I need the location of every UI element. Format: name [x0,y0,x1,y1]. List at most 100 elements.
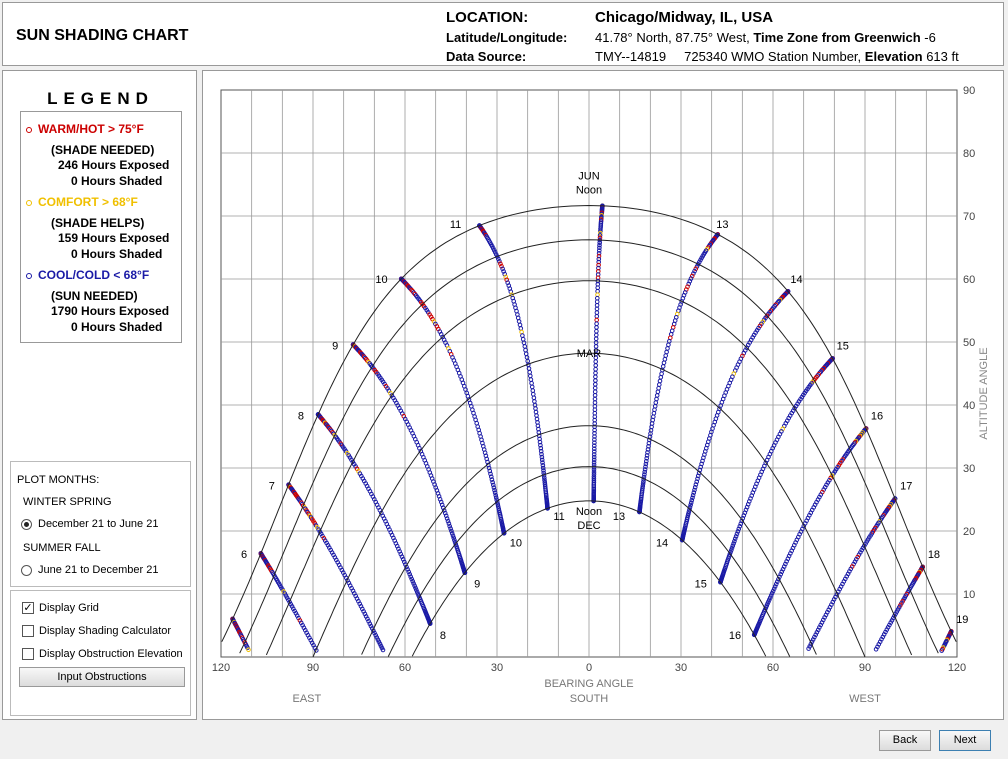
sidebar-panel: LEGEND WARM/HOT > 75°F (SHADE NEEDED) 24… [2,70,197,720]
sun-hour-point [679,537,685,543]
jun-label: JUN [578,171,599,183]
x-tick-label: 120 [948,662,966,674]
input-obstructions-button[interactable]: Input Obstructions [19,667,185,687]
legend-comfort-shaded: 0 Hours Shaded [71,247,163,261]
sun-hour-point [545,506,550,511]
sun-hour-point [450,533,456,539]
sun-hour-point [812,634,817,640]
x-tick-label: 0 [586,662,592,674]
legend-comfort-note: (SHADE HELPS) [51,216,145,230]
y-axis-label: ALTITUDE ANGLE [978,347,990,439]
sun-hour-point [496,256,501,262]
sun-hour-point [445,518,451,524]
sun-hour-point [495,499,500,505]
sun-hour-point [591,467,597,473]
obstruction-checkbox[interactable] [22,648,34,660]
shading-calc-checkbox[interactable] [22,625,34,637]
y-tick-label: 70 [963,211,975,223]
sun-hour-point [718,579,723,585]
sun-hour-point [489,477,495,482]
sun-hour-point [405,567,410,572]
legend-cool-exposed: 1790 Hours Exposed [51,304,170,318]
sun-hour-point [452,537,457,543]
page-title: SUN SHADING CHART [16,27,189,44]
day-curve [265,280,913,656]
x-tick-label: 30 [675,662,687,674]
shading-calc-label[interactable]: Display Shading Calculator [39,625,172,637]
sun-hour-point [592,437,597,442]
sun-hour-point [542,479,548,485]
sun-hour-point [538,445,544,451]
sun-hour-point [779,569,785,575]
back-button[interactable]: Back [879,730,931,751]
sun-hour-point [380,647,386,653]
sun-hour-point [491,485,497,490]
source-label: Data Source: [446,49,527,64]
header-panel: SUN SHADING CHART LOCATION: Chicago/Midw… [2,2,1004,66]
timezone-label: Time Zone from Greenwich [753,30,921,45]
day-curve [221,204,957,642]
sun-hour-point [641,479,646,485]
display-grid-label[interactable]: Display Grid [39,602,99,614]
summer-hour-label: 15 [837,341,849,353]
winter-hour-label: 11 [553,511,564,523]
sun-hour-point [597,240,603,245]
sun-hour-point [807,644,813,649]
sun-hour-point [598,230,603,236]
day-curve [239,239,939,654]
y-tick-label: 40 [963,400,975,412]
sun-hour-point [691,490,697,495]
winter-spring-option[interactable]: December 21 to June 21 [38,518,159,530]
winter-spring-radio[interactable] [21,519,32,530]
sun-hour-point [540,460,545,465]
sun-hour-point [409,576,414,582]
sun-hour-point [873,647,879,652]
comfort-dot-icon [26,199,32,206]
sun-hour-point [738,521,744,527]
x-tick-label: 120 [212,662,230,674]
summer-hour-label: 9 [332,341,338,353]
sun-hour-point [402,559,407,565]
winter-hour-label: 10 [510,538,522,550]
sun-hour-point [372,630,377,636]
sun-hour-point [598,224,604,230]
jun-noon-label: Noon [576,185,602,197]
sun-hour-point [497,259,502,264]
summer-hour-label: 8 [298,410,304,422]
sun-hour-point [495,504,501,509]
day-curve [411,500,767,657]
sun-hour-point [596,256,602,262]
sun-hour-point [592,449,597,454]
y-tick-label: 10 [963,589,975,601]
summer-fall-radio[interactable] [21,565,32,576]
sun-hour-point [368,623,374,629]
summer-hour-label: 19 [956,614,968,626]
x-tick-label: 30 [491,662,503,674]
sun-hour-point [810,637,816,642]
legend-comfort-exposed: 159 Hours Exposed [58,231,170,245]
winter-hour-label: 14 [656,538,668,550]
sun-hour-point [592,440,597,446]
sun-hour-point [491,482,496,488]
sun-hour-point [289,604,295,609]
day-curve [387,466,791,657]
obstruction-label[interactable]: Display Obstruction Elevation [39,648,183,660]
summer-fall-option[interactable]: June 21 to December 21 [38,564,159,576]
sun-hour-point [686,509,692,515]
sun-hour-point [501,531,507,536]
sun-hour-point [539,451,544,457]
display-grid-checkbox[interactable]: ✓ [22,602,34,614]
legend-cool-shaded: 0 Hours Shaded [71,320,163,334]
sun-hour-point [374,635,380,640]
latlon-value: 41.78° North, 87.75° West, [595,30,750,45]
sun-hour-point [693,266,699,271]
x-tick-label: 90 [859,662,871,674]
sun-hour-point [366,619,371,624]
legend-warm-label: WARM/HOT > 75°F [26,122,144,136]
next-button[interactable]: Next [939,730,991,751]
west-label: WEST [849,693,881,705]
elevation-value: 613 ft [926,49,959,64]
sun-hour-point [591,454,597,460]
sun-hour-point [539,454,545,460]
sun-hour-point [596,253,602,259]
